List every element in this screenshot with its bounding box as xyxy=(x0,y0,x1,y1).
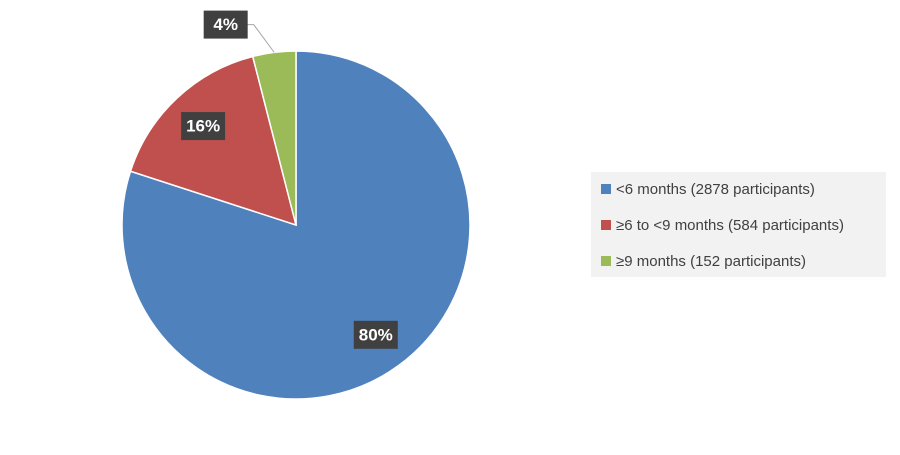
legend-label: <6 months (2878 participants) xyxy=(616,181,815,198)
legend-box xyxy=(591,172,886,277)
legend-swatch xyxy=(601,256,611,266)
pie-slice xyxy=(251,50,297,226)
data-label: 80% xyxy=(359,325,393,344)
legend-label: ≥6 to <9 months (584 participants) xyxy=(616,217,844,234)
data-label-box xyxy=(353,320,398,349)
legend-label: ≥9 months (152 participants) xyxy=(616,253,806,270)
data-label: 4% xyxy=(213,15,238,34)
legend-swatch xyxy=(601,220,611,230)
data-label-box xyxy=(181,112,226,141)
pie-slice xyxy=(129,55,298,227)
data-label: 16% xyxy=(186,117,220,136)
legend-swatch xyxy=(601,184,611,194)
data-label-box xyxy=(203,10,248,39)
